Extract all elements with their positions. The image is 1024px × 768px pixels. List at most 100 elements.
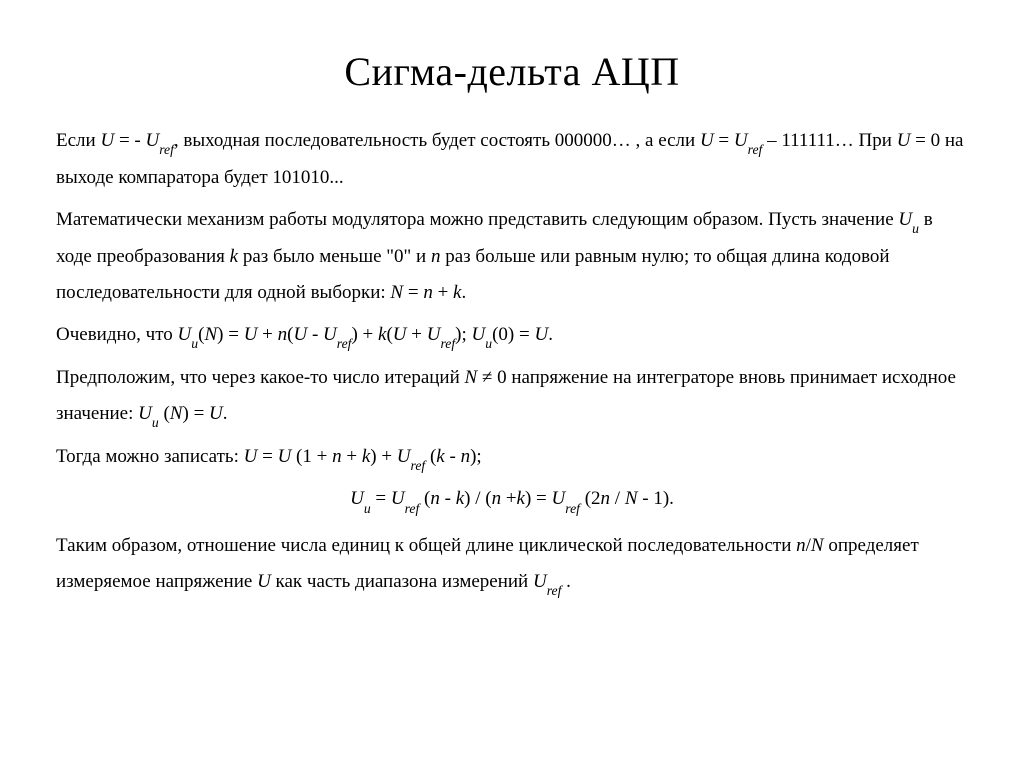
var-n: n — [423, 282, 433, 303]
var-k: k — [436, 446, 444, 467]
text: + — [377, 446, 397, 467]
var-Ui: Uи — [472, 324, 493, 345]
text: Математически механизм работы модулятора… — [56, 209, 898, 230]
para-4: Предположим, что через какое-то число ит… — [56, 360, 968, 433]
text: = — [371, 488, 391, 509]
var-U: U — [257, 571, 271, 592]
var-n: n — [332, 446, 342, 467]
text: + — [407, 324, 427, 345]
var-n: n — [430, 488, 440, 509]
text: ( — [419, 488, 430, 509]
text: = — [189, 403, 209, 424]
text: , выходная последовательность будет сост… — [174, 130, 700, 151]
var-n: n — [278, 324, 288, 345]
text: Очевидно, что — [56, 324, 178, 345]
var-U: U — [293, 324, 307, 345]
text: - — [445, 446, 461, 467]
text: 1 — [302, 446, 312, 467]
text: Если — [56, 130, 100, 151]
text: ) = — [525, 488, 552, 509]
text: . — [548, 324, 553, 345]
text: + — [257, 324, 277, 345]
text: + — [433, 282, 453, 303]
var-U: U — [100, 130, 114, 151]
text: = — [403, 282, 423, 303]
text: + — [506, 488, 517, 509]
var-n: n — [796, 535, 806, 556]
equation-centered: Uи = Uref (n - k) / (n +k) = Uref (2n / … — [56, 481, 968, 518]
var-Uref: Uref — [734, 130, 762, 151]
text: + — [312, 446, 332, 467]
var-U: U — [278, 446, 292, 467]
var-n: n — [492, 488, 502, 509]
var-Ui: Uи — [138, 403, 159, 424]
text: - — [440, 488, 456, 509]
var-n: n — [601, 488, 611, 509]
text: 0 — [498, 324, 508, 345]
var-N: N — [625, 488, 638, 509]
var-Uref: Uref — [397, 446, 425, 467]
text: . — [461, 282, 466, 303]
text: / — [615, 488, 620, 509]
var-U: U — [897, 130, 911, 151]
var-U: U — [244, 324, 258, 345]
var-N: N — [170, 403, 183, 424]
text: Предположим, что через какое-то число ит… — [56, 367, 465, 388]
para-6: Таким образом, отношение числа единиц к … — [56, 528, 968, 601]
var-Uref: Uref — [533, 571, 561, 592]
var-Uref: Uref — [552, 488, 580, 509]
para-3: Очевидно, что Uи(N) = U + n(U - Uref) + … — [56, 317, 968, 354]
var-Ui: Uи — [898, 209, 919, 230]
text: Таким образом, отношение числа единиц к … — [56, 535, 796, 556]
text: – 111111… При — [762, 130, 896, 151]
para-5: Тогда можно записать: U = U (1 + n + k) … — [56, 439, 968, 476]
text: ≠ — [477, 367, 497, 388]
var-k: k — [456, 488, 464, 509]
text: = — [114, 130, 134, 151]
text: . — [223, 403, 228, 424]
slide: Сигма-дельта АЦП Если U = - Uref, выходн… — [0, 0, 1024, 768]
var-Ui: Uи — [178, 324, 199, 345]
var-N: N — [204, 324, 217, 345]
text: 0 — [497, 367, 507, 388]
var-Uref: Uref — [391, 488, 419, 509]
slide-title: Сигма-дельта АЦП — [56, 48, 968, 95]
var-Uref: Uref — [427, 324, 455, 345]
var-U: U — [700, 130, 714, 151]
text: - — [134, 130, 145, 151]
text: ) / ( — [464, 488, 491, 509]
var-U: U — [244, 446, 258, 467]
var-k: k — [230, 246, 238, 267]
text: = — [514, 324, 534, 345]
var-Ui: Uи — [350, 488, 371, 509]
text: как часть диапазона измерений — [271, 571, 533, 592]
var-Uref: Uref — [323, 324, 351, 345]
text: 0 — [931, 130, 941, 151]
slide-body: Если U = - Uref, выходная последовательн… — [56, 123, 968, 601]
text: ; — [476, 446, 481, 467]
var-Uref: Uref — [145, 130, 173, 151]
var-k: k — [517, 488, 525, 509]
var-k: k — [362, 446, 370, 467]
text: ; — [461, 324, 471, 345]
var-N: N — [465, 367, 478, 388]
text: = — [257, 446, 277, 467]
text: Тогда можно записать: — [56, 446, 244, 467]
text: . — [561, 571, 571, 592]
text: = — [223, 324, 243, 345]
var-N: N — [811, 535, 824, 556]
para-2: Математически механизм работы модулятора… — [56, 202, 968, 311]
para-1: Если U = - Uref, выходная последовательн… — [56, 123, 968, 196]
text: (2 — [580, 488, 601, 509]
var-N: N — [390, 282, 403, 303]
text: + — [358, 324, 378, 345]
text: + — [342, 446, 362, 467]
text: - 1). — [638, 488, 674, 509]
var-U: U — [393, 324, 407, 345]
var-U: U — [534, 324, 548, 345]
var-U: U — [209, 403, 223, 424]
text: = — [714, 130, 734, 151]
text: = — [910, 130, 930, 151]
text: раз было меньше "0" и — [238, 246, 431, 267]
var-n: n — [461, 446, 471, 467]
